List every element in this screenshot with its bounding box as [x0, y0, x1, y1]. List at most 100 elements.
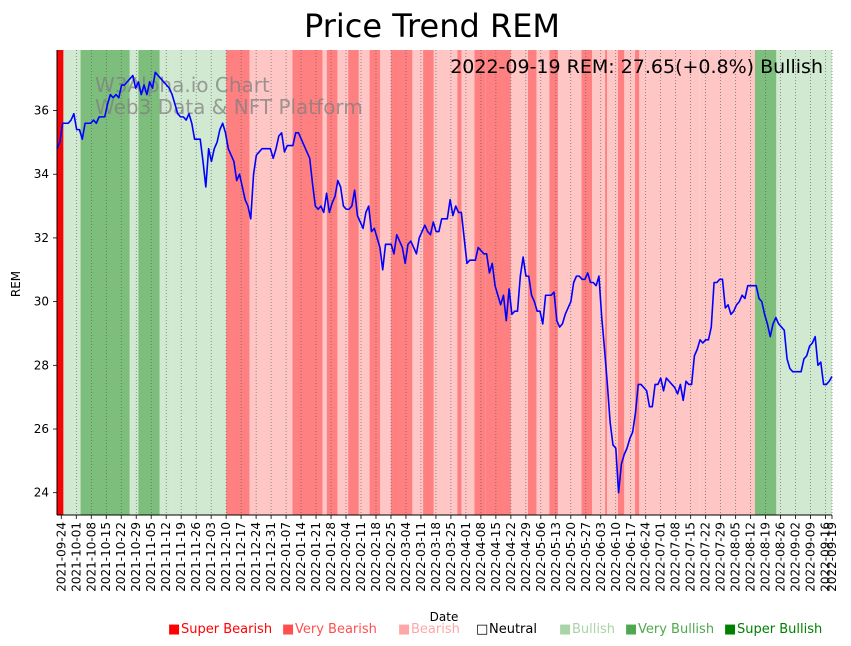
- sentiment-band-very_bearish: [635, 50, 640, 515]
- legend-label: Super Bullish: [737, 622, 822, 637]
- x-tick-label: 2022-04-22: [504, 522, 518, 592]
- sentiment-band-very_bearish: [326, 50, 338, 515]
- sentiment-band-bearish: [665, 50, 700, 515]
- sentiment-band-very_bearish: [423, 50, 434, 515]
- x-tick-label: 2022-05-13: [549, 522, 563, 592]
- sentiment-band-very_bearish: [474, 50, 486, 515]
- x-tick-label: 2022-08-05: [729, 522, 743, 592]
- sentiment-band-very_bearish: [485, 50, 511, 515]
- sentiment-band-bullish: [63, 50, 75, 515]
- x-tick-label: 2021-09-24: [54, 522, 68, 592]
- legend-marker: □: [476, 622, 488, 637]
- sentiment-band-very_bearish: [605, 50, 608, 515]
- sentiment-band-bearish: [647, 50, 666, 515]
- y-tick-label: 26: [34, 422, 49, 436]
- x-tick-label: 2022-01-21: [309, 522, 323, 592]
- x-tick-label: 2022-07-22: [699, 522, 713, 592]
- sentiment-band-very_bearish: [581, 50, 593, 515]
- x-tick-label: 2021-11-05: [144, 522, 158, 592]
- legend-item-bullish: ■ Bullish: [559, 622, 615, 637]
- chart-title: Price Trend REM: [304, 7, 560, 45]
- legend-marker: ■: [282, 622, 294, 637]
- legend-marker: ■: [398, 622, 410, 637]
- sentiment-band-bearish: [639, 50, 648, 515]
- sentiment-band-bearish: [699, 50, 755, 515]
- x-tick-label: 2022-02-11: [354, 522, 368, 592]
- sentiment-band-very_bullish: [80, 50, 130, 515]
- x-tick-label: 2021-11-12: [159, 522, 173, 592]
- x-tick-label: 2022-03-11: [414, 522, 428, 592]
- x-tick-label: 2022-06-03: [594, 522, 608, 592]
- sentiment-band-very_bearish: [457, 50, 462, 515]
- x-tick-label: 2022-09-02: [789, 522, 803, 592]
- sentiment-band-bearish: [461, 50, 475, 515]
- legend-item-bearish: ■ Bearish: [398, 622, 460, 637]
- y-tick-label: 36: [34, 104, 49, 118]
- sentiment-band-bullish: [776, 50, 832, 515]
- x-tick-label: 2022-03-25: [444, 522, 458, 592]
- x-tick-label: 2022-01-07: [279, 522, 293, 592]
- x-tick-label: 2022-08-26: [774, 522, 788, 592]
- sentiment-band-very_bullish: [138, 50, 160, 515]
- sentiment-band-bearish: [358, 50, 370, 515]
- sentiment-band-bearish: [322, 50, 327, 515]
- x-tick-label: 2022-09-19: [825, 522, 839, 592]
- x-tick-label: 2022-02-04: [339, 522, 353, 592]
- plot-area: W3Alpha.io Chart Web3 Data & NFT Platfor…: [56, 50, 833, 515]
- watermark-line-2: Web3 Data & NFT Platform: [95, 95, 363, 119]
- legend-item-super-bearish: ■ Super Bearish: [168, 622, 272, 637]
- sentiment-band-very_bearish: [617, 50, 625, 515]
- x-tick-label: 2022-02-18: [369, 522, 383, 592]
- legend-item-super-bullish: ■ Super Bullish: [724, 622, 822, 637]
- x-tick-label: 2021-10-15: [99, 522, 113, 592]
- x-axis-label: Date: [430, 610, 459, 624]
- y-tick-label: 24: [34, 486, 49, 500]
- y-ticks: 24 26 28 30 32 34 36: [34, 104, 57, 500]
- legend-marker: ■: [724, 622, 736, 637]
- x-tick-label: 2021-11-26: [189, 522, 203, 592]
- vertical-gridlines: [60, 50, 833, 515]
- x-tick-label: 2021-12-10: [219, 522, 233, 592]
- y-tick-label: 30: [34, 295, 49, 309]
- x-tick-label: 2022-06-24: [639, 522, 653, 592]
- sentiment-band-very_bearish: [390, 50, 413, 515]
- legend: ■ Super Bearish ■ Very Bearish ■ Bearish □ Neut…: [168, 622, 822, 637]
- x-tick-label: 2022-05-27: [579, 522, 593, 592]
- sentiment-band-bearish: [337, 50, 349, 515]
- sentiment-band-bearish: [433, 50, 458, 515]
- x-tick-label: 2021-10-08: [84, 522, 98, 592]
- sentiment-band-bearish: [624, 50, 636, 515]
- sentiment-band-very_bearish: [369, 50, 381, 515]
- x-tick-label: 2022-05-20: [564, 522, 578, 592]
- y-axis-label: REM: [9, 271, 23, 297]
- x-tick-label: 2022-04-15: [489, 522, 503, 592]
- legend-item-very-bullish: ■ Very Bullish: [625, 622, 714, 637]
- sentiment-band-bearish: [380, 50, 391, 515]
- x-tick-label: 2021-12-24: [249, 522, 263, 592]
- x-tick-label: 2022-07-29: [714, 522, 728, 592]
- legend-label: Very Bearish: [295, 622, 377, 637]
- y-tick-label: 34: [34, 167, 49, 181]
- x-tick-label: 2022-08-19: [759, 522, 773, 592]
- x-tick-label: 2022-05-06: [534, 522, 548, 592]
- x-tick-label: 2021-10-22: [114, 522, 128, 592]
- x-tick-label: 2021-12-03: [204, 522, 218, 592]
- sentiment-band-bullish: [159, 50, 173, 515]
- legend-label: Super Bearish: [181, 622, 272, 637]
- legend-marker: ■: [168, 622, 180, 637]
- legend-label: Neutral: [489, 622, 537, 637]
- x-tick-label: 2022-06-10: [609, 522, 623, 592]
- sentiment-band-super_bearish: [57, 50, 64, 515]
- sentiment-band-very_bearish: [348, 50, 359, 515]
- sentiment-band-bullish: [74, 50, 81, 515]
- x-tick-label: 2022-06-17: [624, 522, 638, 592]
- sentiment-band-very_bearish: [292, 50, 323, 515]
- legend-item-neutral: □ Neutral: [476, 622, 537, 637]
- x-ticks: 2021-09-24 2021-10-01 2021-10-08 2021-10-15…: [54, 515, 839, 592]
- sentiment-bands: [57, 50, 832, 515]
- x-tick-label: 2021-11-19: [174, 522, 188, 592]
- x-tick-label: 2022-03-04: [399, 522, 413, 592]
- sentiment-band-bearish: [607, 50, 618, 515]
